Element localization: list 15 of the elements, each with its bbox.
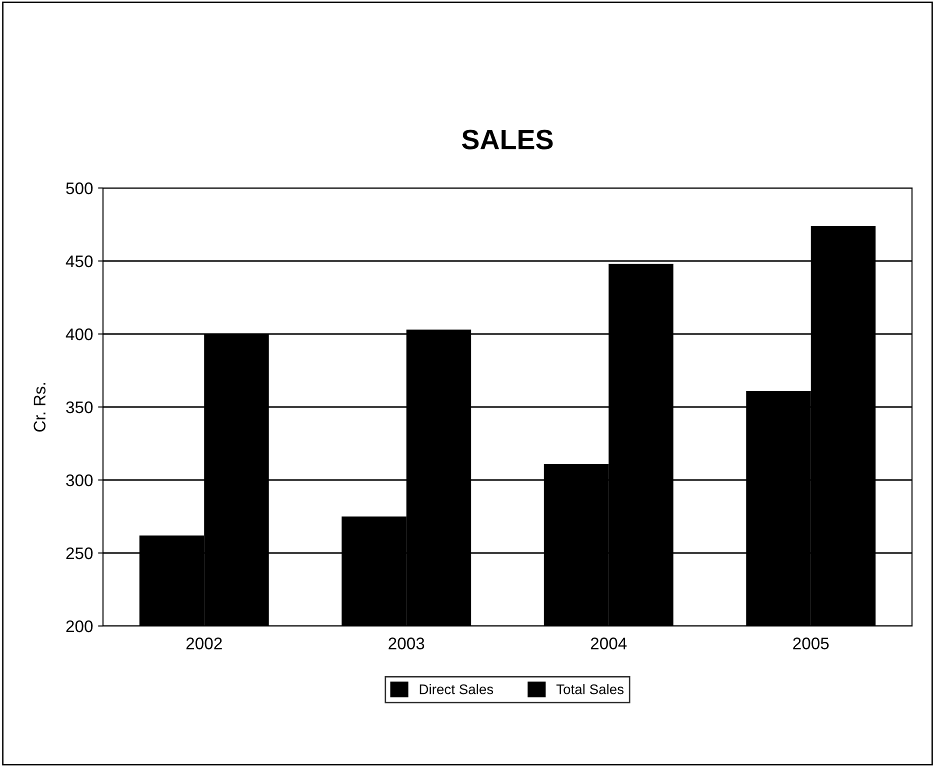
x-tick-label: 2002 [186,638,222,650]
x-tick-label: 2003 [388,638,424,650]
y-axis-title: Cr. Rs. [34,383,46,432]
chart-title: SALES [462,130,553,150]
y-tick-label: 400 [66,328,93,340]
y-tick-label: 450 [66,255,93,268]
y-tick-label: 250 [66,547,93,560]
y-tick-label: 300 [66,474,93,486]
x-tick-label: 2005 [793,638,829,650]
x-tick-label: 2004 [590,638,627,650]
y-tick-label: 500 [66,182,93,194]
y-tick-label: 200 [66,620,93,632]
legend-label: Total Sales [556,684,624,694]
y-tick-label: 350 [66,401,93,414]
legend-label: Direct Sales [420,684,494,694]
